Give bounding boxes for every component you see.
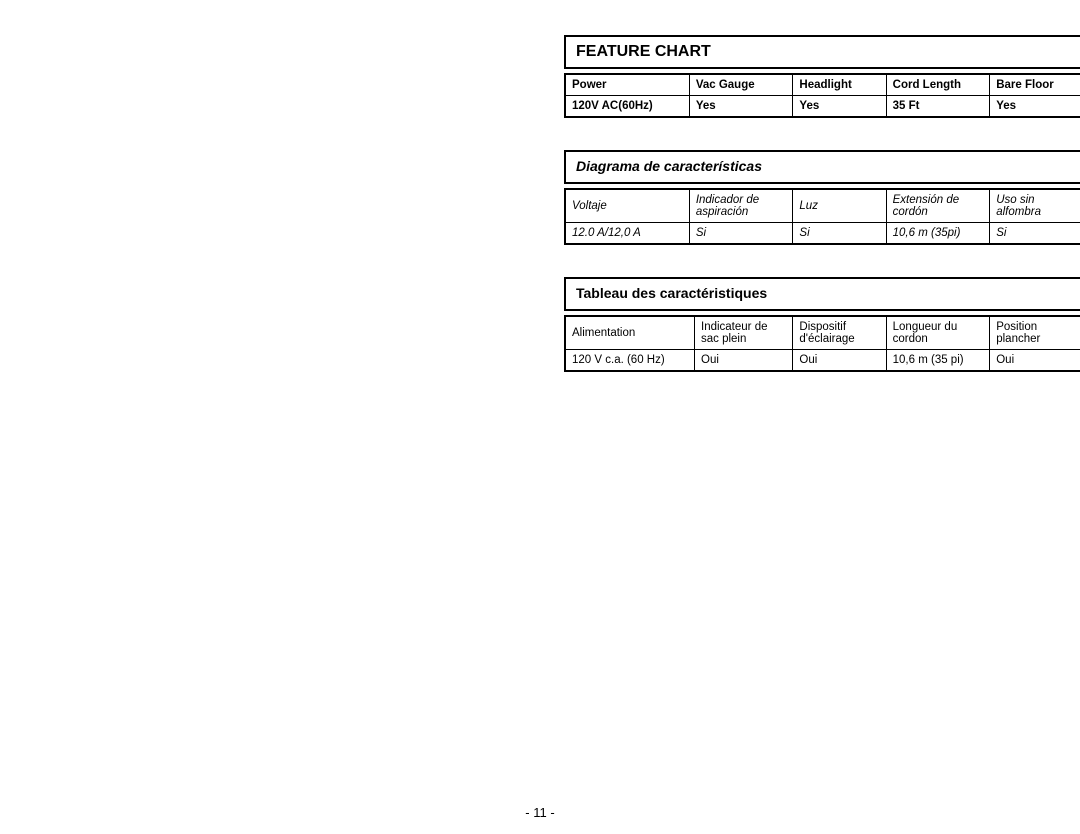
table-row: Power Vac Gauge Headlight Cord Length Ba… bbox=[565, 74, 1080, 96]
page-number: - 11 - bbox=[525, 805, 554, 820]
value-cell: Oui bbox=[695, 350, 793, 372]
header-cell: Voltaje bbox=[565, 189, 689, 223]
header-cell: Indicateur de sac plein bbox=[695, 316, 793, 350]
value-cell: Oui bbox=[990, 350, 1080, 372]
header-cell: Bare Floor bbox=[990, 74, 1080, 96]
diagrama-title-box: Diagrama de características bbox=[564, 150, 1080, 184]
value-cell: Si bbox=[793, 223, 886, 245]
header-cell: Vac Gauge bbox=[689, 74, 793, 96]
value-cell: 120 V c.a. (60 Hz) bbox=[565, 350, 695, 372]
header-cell: Indicador de aspiración bbox=[689, 189, 793, 223]
header-cell: Extensión de cordón bbox=[886, 189, 990, 223]
value-cell: Yes bbox=[990, 96, 1080, 118]
feature-chart-title-box: FEATURE CHART bbox=[564, 35, 1080, 69]
table-row: 12.0 A/12,0 A Si Si 10,6 m (35pi) Si bbox=[565, 223, 1080, 245]
value-cell: 12.0 A/12,0 A bbox=[565, 223, 689, 245]
header-cell: Longueur du cordon bbox=[886, 316, 990, 350]
tableau-title-box: Tableau des caractéristiques bbox=[564, 277, 1080, 311]
header-cell: Position plancher bbox=[990, 316, 1080, 350]
value-cell: Yes bbox=[793, 96, 886, 118]
header-cell: Cord Length bbox=[886, 74, 990, 96]
page-footer: - 11 - bbox=[0, 805, 1080, 820]
feature-chart-table: Power Vac Gauge Headlight Cord Length Ba… bbox=[564, 73, 1080, 118]
value-cell: Si bbox=[990, 223, 1080, 245]
tableau-table: Alimentation Indicateur de sac plein Dis… bbox=[564, 315, 1080, 372]
value-cell: 120V AC(60Hz) bbox=[565, 96, 689, 118]
table-row: 120 V c.a. (60 Hz) Oui Oui 10,6 m (35 pi… bbox=[565, 350, 1080, 372]
diagrama-title: Diagrama de características bbox=[576, 158, 762, 174]
table-row: Alimentation Indicateur de sac plein Dis… bbox=[565, 316, 1080, 350]
value-cell: 10,6 m (35 pi) bbox=[886, 350, 990, 372]
table-row: Voltaje Indicador de aspiración Luz Exte… bbox=[565, 189, 1080, 223]
value-cell: 10,6 m (35pi) bbox=[886, 223, 990, 245]
header-cell: Uso sin alfombra bbox=[990, 189, 1080, 223]
value-cell: Yes bbox=[689, 96, 793, 118]
value-cell: Si bbox=[689, 223, 793, 245]
header-cell: Headlight bbox=[793, 74, 886, 96]
page-content: FEATURE CHART Power Vac Gauge Headlight … bbox=[564, 35, 1080, 372]
value-cell: 35 Ft bbox=[886, 96, 990, 118]
tableau-title: Tableau des caractéristiques bbox=[576, 285, 767, 301]
diagrama-table: Voltaje Indicador de aspiración Luz Exte… bbox=[564, 188, 1080, 245]
feature-chart-title: FEATURE CHART bbox=[576, 43, 711, 60]
header-cell: Alimentation bbox=[565, 316, 695, 350]
header-cell: Power bbox=[565, 74, 689, 96]
table-row: 120V AC(60Hz) Yes Yes 35 Ft Yes bbox=[565, 96, 1080, 118]
header-cell: Dispositif d'éclairage bbox=[793, 316, 886, 350]
value-cell: Oui bbox=[793, 350, 886, 372]
header-cell: Luz bbox=[793, 189, 886, 223]
